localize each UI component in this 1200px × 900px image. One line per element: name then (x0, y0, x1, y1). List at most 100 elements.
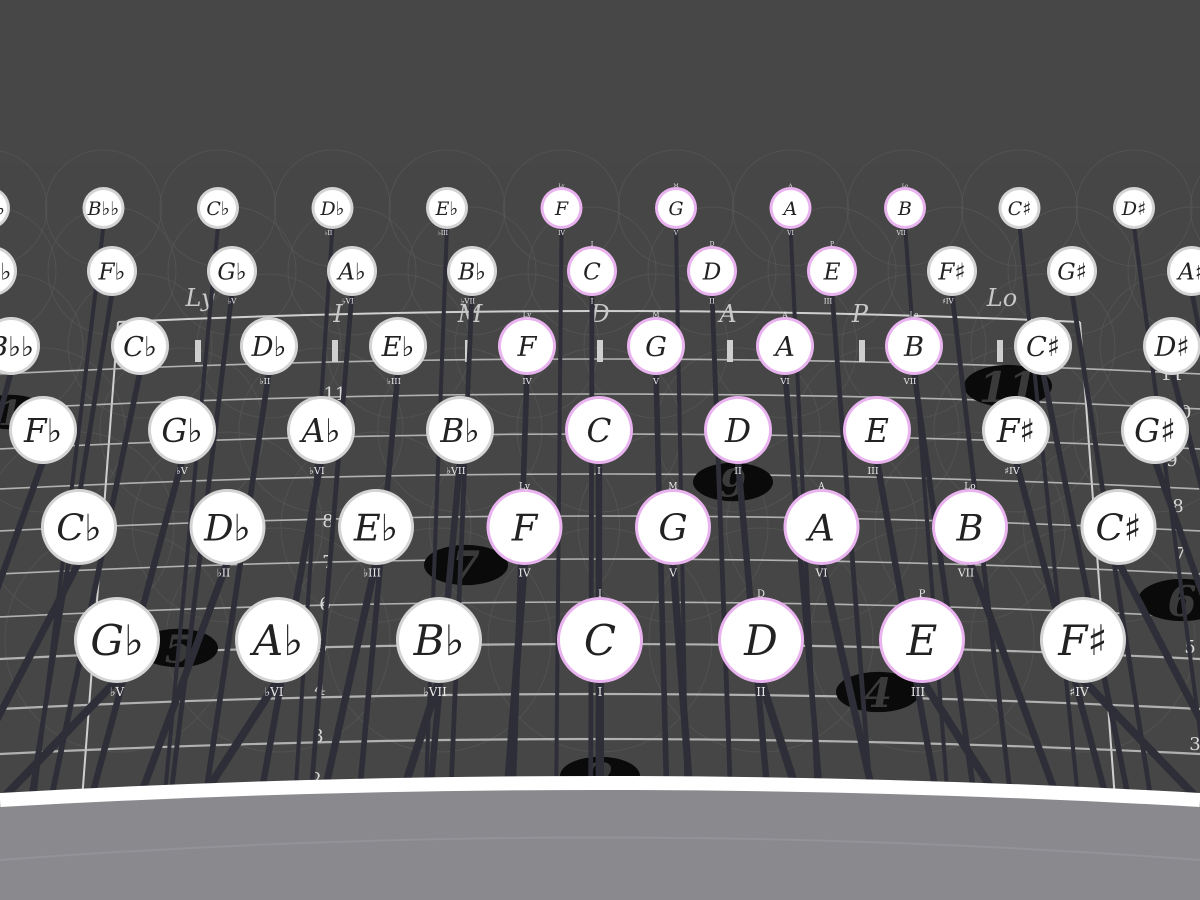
note-key: G♭ ♭V (74, 597, 160, 699)
note-name: D♯ (1153, 332, 1189, 363)
note-key: B♭ ♭VII (447, 246, 497, 305)
note-stem (588, 290, 595, 841)
scale-degree: ♭III (438, 230, 449, 237)
note-mode-tag: A (817, 482, 825, 492)
scale-degree: VI (779, 376, 789, 386)
note-mode-tag: Ly (523, 311, 532, 319)
note-stem (1069, 290, 1160, 841)
scale-degree: II (734, 466, 742, 477)
note-face (1001, 190, 1038, 226)
note-name: G♯ (1134, 412, 1176, 450)
note-stem (290, 224, 335, 842)
note-name: D♭ (251, 332, 287, 363)
note-key: A♭ ♭VI (287, 396, 355, 477)
note-name: E♭ (353, 506, 398, 549)
note-name: C (584, 616, 616, 665)
note-face (1170, 249, 1200, 293)
note-name: F (511, 506, 539, 549)
note-key: E♭♭ (0, 247, 17, 295)
note-key: B♭♭ (0, 190, 10, 226)
note-mode-tag: Lo (902, 183, 908, 189)
note-face (0, 193, 7, 223)
fret-badge (424, 544, 508, 586)
fret-tick (859, 340, 865, 362)
note-name: D♭ (203, 506, 251, 549)
note-name: C♯ (1026, 332, 1060, 363)
note-face (114, 320, 166, 372)
scale-degree: ♭II (260, 376, 271, 386)
note-face (810, 249, 854, 293)
note-name: F♯ (996, 412, 1035, 450)
note-face (543, 190, 580, 226)
note-face (1043, 600, 1123, 680)
scale-degree: IV (522, 376, 532, 386)
note-stem (1151, 457, 1200, 597)
scale-degree: ♯IV (942, 296, 954, 305)
note-name: G♭ (90, 616, 143, 665)
note-key: G♯ (1121, 396, 1189, 464)
note-face (1050, 249, 1094, 293)
note-name: B♭ (413, 616, 465, 665)
fret-tick (997, 340, 1003, 362)
note-name: E (906, 616, 938, 665)
note-stem (653, 369, 671, 839)
floor-shade (0, 836, 1200, 861)
note-face (192, 492, 263, 562)
scale-degree: I (598, 685, 603, 699)
note-name: B♭♭ (87, 198, 120, 220)
board-right-edge (1079, 321, 1116, 801)
scale-degree: IV (518, 567, 530, 580)
note-disc (377, 347, 543, 513)
note-face (882, 600, 962, 680)
note-face (238, 600, 318, 680)
note-key: B♭ ♭VII (396, 597, 482, 699)
scale-degree: VII (957, 567, 974, 580)
mode-label: D (589, 300, 609, 328)
fret-badge (964, 364, 1052, 408)
note-face (1083, 492, 1154, 562)
mode-label: Lo (986, 284, 1017, 312)
note-face (930, 249, 974, 293)
scale-degree: VII (895, 230, 906, 237)
note-name: B♭♭ (0, 332, 34, 363)
note-face (243, 320, 295, 372)
note-key: B♭♭ (0, 317, 40, 375)
note-disc (326, 527, 552, 753)
note-disc (577, 431, 769, 623)
note-key: G V M (627, 311, 685, 386)
note-name: C♯ (1096, 506, 1142, 549)
note-name: F (554, 198, 569, 220)
note-key: A♭ ♭VI (235, 597, 321, 699)
floor (0, 776, 1200, 900)
note-face (44, 492, 114, 562)
note-stem (196, 369, 272, 839)
note-key: F IV Ly (540, 183, 583, 237)
scale-degree: I (597, 466, 601, 477)
note-face (985, 399, 1047, 461)
note-name: C♯ (1008, 198, 1032, 220)
scale-degree: ♭V (228, 296, 237, 305)
note-face (0, 320, 37, 372)
note-face (290, 399, 352, 461)
note-key: C♯ (1080, 489, 1157, 565)
note-mode-tag: A (788, 183, 793, 189)
note-face (1017, 320, 1069, 372)
note-face (200, 190, 236, 226)
note-stem (1169, 369, 1200, 492)
note-stem (709, 290, 735, 841)
note-name: F (517, 332, 538, 363)
note-face (90, 249, 134, 293)
note-name: E♭ (435, 198, 459, 220)
note-face (372, 320, 424, 372)
note-name: G (668, 198, 683, 220)
note-name: F♭ (98, 259, 126, 285)
note-name: F♯ (937, 259, 965, 285)
scale-degree: II (756, 685, 766, 699)
mode-label: I (332, 300, 343, 328)
note-name: A (772, 332, 795, 363)
note-layer: B♭♭B♭♭C♭D♭♭IIE♭♭IIIFIVLyGVMAVIABVIILoC♯D… (0, 183, 1200, 699)
note-stem (0, 369, 14, 425)
note-key: B♭ ♭VII (426, 396, 494, 477)
note-disc (1190, 175, 1200, 241)
